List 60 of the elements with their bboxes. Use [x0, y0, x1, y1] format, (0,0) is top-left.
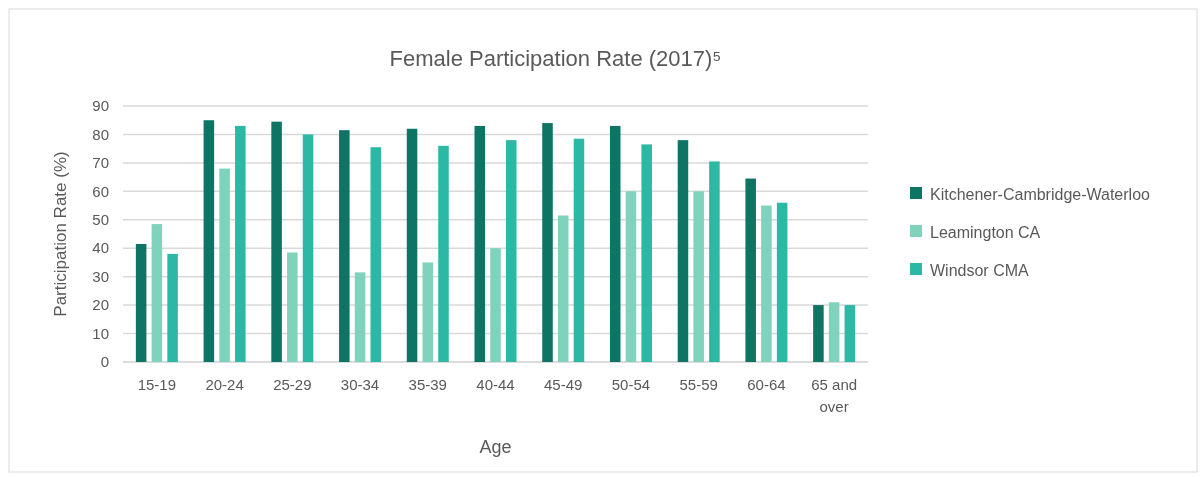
bar [422, 262, 434, 362]
bar [271, 121, 282, 362]
bar [709, 161, 720, 362]
y-tick-label: 80 [92, 125, 109, 143]
bar [745, 178, 756, 362]
bar [203, 120, 215, 362]
bar [235, 125, 246, 362]
y-tick-label: 90 [92, 97, 109, 115]
bar [693, 191, 704, 362]
x-tick-label: 45-49 [544, 376, 583, 393]
bar [354, 272, 366, 362]
x-tick-label: 35-39 [408, 376, 447, 393]
y-tick-label: 40 [92, 239, 109, 257]
bar [505, 140, 517, 362]
y-tick-label: 60 [92, 182, 109, 200]
bar [761, 205, 772, 362]
bar [474, 125, 486, 362]
bar [438, 145, 449, 362]
bar [339, 130, 350, 362]
bar [370, 147, 382, 362]
bar [151, 224, 163, 362]
bar [490, 248, 501, 362]
legend-label: Leamington CA [930, 223, 1041, 241]
chart-title: Female Participation Rate (2017)⁵ [389, 46, 722, 71]
y-tick-label: 10 [92, 324, 109, 342]
bar [406, 128, 418, 362]
bar [677, 140, 689, 362]
bar [219, 168, 230, 362]
bar [573, 138, 585, 362]
y-axis-title: Participation Rate (%) [51, 151, 70, 317]
bar [828, 302, 840, 362]
y-tick-label: 20 [92, 296, 109, 314]
bar [776, 202, 788, 362]
x-tick-label: 50-54 [611, 376, 651, 393]
legend-label: Kitchener-Cambridge-Waterloo [930, 185, 1151, 203]
bar [844, 305, 856, 362]
bar [135, 243, 147, 362]
x-tick-label: 65 and over [811, 376, 858, 415]
bar [542, 123, 553, 362]
bar [813, 305, 824, 362]
x-tick-label: 25-29 [273, 376, 312, 393]
y-tick-label: 70 [92, 154, 109, 172]
bar [625, 191, 637, 362]
x-tick-label: 20-24 [205, 376, 244, 393]
x-tick-label: 15-19 [137, 376, 177, 393]
x-axis-title: Age [479, 437, 512, 457]
legend-label: Windsor CMA [930, 261, 1030, 279]
x-tick-label: 60-64 [747, 376, 786, 393]
x-tick-label: 55-59 [679, 376, 718, 393]
y-tick-label: 50 [92, 211, 109, 229]
y-tick-label: 0 [100, 353, 109, 371]
x-tick-label: 40-44 [476, 376, 515, 393]
bar [302, 134, 314, 362]
bar [167, 253, 178, 362]
bar [557, 215, 569, 362]
x-tick-label: 30-34 [340, 376, 380, 393]
bar [609, 125, 621, 362]
y-tick-label: 30 [92, 267, 109, 285]
bar [287, 252, 298, 362]
bar [641, 144, 652, 362]
